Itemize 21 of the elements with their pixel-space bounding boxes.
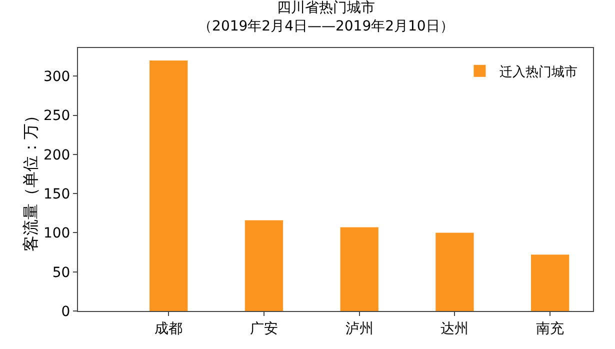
y-axis-title: 客流量（单位：万） — [21, 108, 40, 252]
chart-subtitle: （2019年2月4日——2019年2月10日） — [198, 18, 454, 34]
y-tick-label: 250 — [43, 108, 70, 124]
chart-title: 四川省热门城市 — [276, 0, 375, 16]
bar — [150, 60, 188, 311]
bar — [436, 232, 474, 311]
y-tick-label: 300 — [43, 69, 70, 86]
bar — [244, 220, 284, 311]
x-tick-label: 达州 — [440, 320, 469, 337]
x-tick-label: 南充 — [536, 320, 564, 337]
y-tick-label: 200 — [43, 147, 70, 164]
bar — [531, 254, 570, 311]
y-tick-label: 50 — [52, 264, 70, 281]
y-tick-label: 150 — [43, 186, 70, 202]
bar — [340, 227, 378, 311]
x-tick-label: 广安 — [250, 320, 278, 337]
y-tick-label: 0 — [61, 304, 70, 320]
x-tick-label: 泸州 — [345, 320, 374, 337]
y-tick-label: 100 — [43, 226, 70, 242]
x-tick-label: 成都 — [154, 320, 183, 337]
legend-label: 迁入热门城市 — [500, 64, 578, 80]
